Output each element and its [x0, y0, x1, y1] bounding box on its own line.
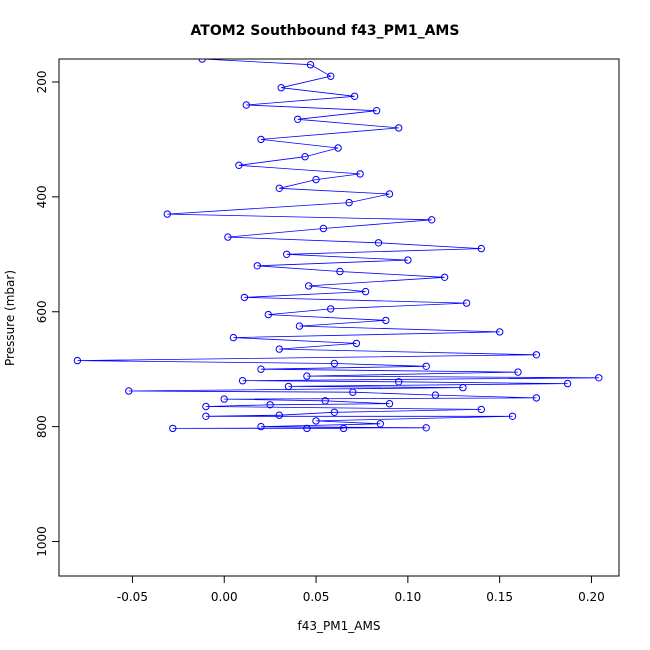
x-tick-label: 0.05	[303, 590, 330, 604]
x-tick-label: 0.00	[211, 590, 238, 604]
data-point	[532, 351, 541, 359]
data-point	[404, 256, 412, 264]
data-point	[385, 190, 394, 198]
plot-area	[73, 59, 603, 433]
data-point	[275, 345, 283, 353]
data-point	[198, 59, 206, 63]
data-point	[303, 372, 311, 380]
x-axis-title: f43_PM1_AMS	[298, 619, 381, 633]
data-point	[312, 175, 320, 184]
data-point	[376, 420, 384, 428]
data-point	[224, 233, 232, 241]
data-point	[275, 411, 283, 419]
data-point	[477, 405, 485, 414]
data-point	[595, 374, 603, 382]
data-point	[319, 224, 328, 233]
data-point	[563, 379, 572, 388]
data-point	[306, 60, 315, 69]
data-point	[477, 244, 485, 253]
x-axis: -0.05 0.00 0.05 0.10 0.15 0.20	[117, 575, 605, 604]
data-point	[202, 402, 210, 411]
data-point	[257, 365, 265, 373]
data-point	[235, 161, 243, 170]
data-point	[336, 267, 344, 276]
data-point	[422, 424, 430, 432]
data-point	[242, 101, 251, 109]
data-point	[257, 422, 265, 431]
data-point	[202, 412, 210, 420]
data-point	[532, 394, 541, 402]
data-point	[459, 383, 467, 392]
y-axis-title: Pressure (mbar)	[3, 270, 17, 366]
x-tick-label: 0.15	[486, 590, 513, 604]
data-point	[339, 424, 348, 433]
data-point	[257, 135, 265, 144]
data-point	[240, 293, 249, 302]
data-point	[295, 322, 304, 330]
data-point	[462, 299, 471, 307]
data-point	[283, 250, 291, 259]
data-point	[422, 362, 430, 370]
data-point	[163, 210, 172, 218]
plot-frame	[58, 58, 620, 577]
data-point	[428, 216, 436, 224]
data-point	[220, 395, 228, 403]
y-axis: 200 400 600 800 1000	[35, 71, 60, 557]
data-point	[125, 387, 133, 395]
data-point	[385, 400, 394, 408]
data-point	[301, 153, 309, 161]
data-point	[284, 382, 293, 391]
data-point	[312, 417, 320, 425]
data-point	[266, 401, 274, 409]
data-point	[508, 412, 517, 420]
y-tick-label: 200	[35, 71, 49, 94]
data-point	[305, 282, 313, 290]
data-point	[361, 287, 370, 296]
data-point	[169, 424, 177, 433]
data-point	[395, 124, 403, 132]
data-point	[229, 333, 238, 342]
data-point	[238, 377, 247, 385]
data-point	[275, 184, 283, 193]
data-point	[303, 424, 311, 433]
data-point	[264, 310, 272, 319]
data-point	[330, 408, 339, 416]
series-line	[77, 59, 599, 429]
x-tick-label: 0.20	[578, 590, 605, 604]
data-point	[350, 92, 359, 101]
y-tick-label: 800	[35, 415, 49, 438]
x-tick-label: 0.10	[394, 590, 421, 604]
data-point	[321, 397, 329, 405]
data-point	[356, 170, 364, 178]
data-point	[277, 84, 285, 92]
data-point	[372, 107, 381, 115]
data-point	[395, 378, 403, 386]
data-point	[352, 339, 361, 348]
data-point	[431, 391, 440, 399]
data-point	[253, 262, 261, 270]
data-point	[514, 368, 522, 376]
x-tick-label: -0.05	[117, 590, 148, 604]
data-point	[334, 144, 342, 152]
data-point	[374, 239, 383, 247]
data-point	[382, 316, 390, 325]
data-point	[327, 305, 335, 313]
y-tick-label: 400	[35, 185, 49, 208]
data-point	[440, 273, 449, 281]
y-tick-label: 600	[35, 300, 49, 323]
data-point	[294, 115, 302, 124]
chart-title: ATOM2 Southbound f43_PM1_AMS	[191, 23, 460, 39]
data-point	[330, 359, 339, 368]
y-tick-label: 1000	[35, 526, 49, 557]
data-point	[327, 72, 335, 80]
data-point	[349, 388, 357, 396]
data-point	[73, 356, 82, 365]
data-point	[345, 198, 353, 207]
data-point	[496, 328, 504, 336]
